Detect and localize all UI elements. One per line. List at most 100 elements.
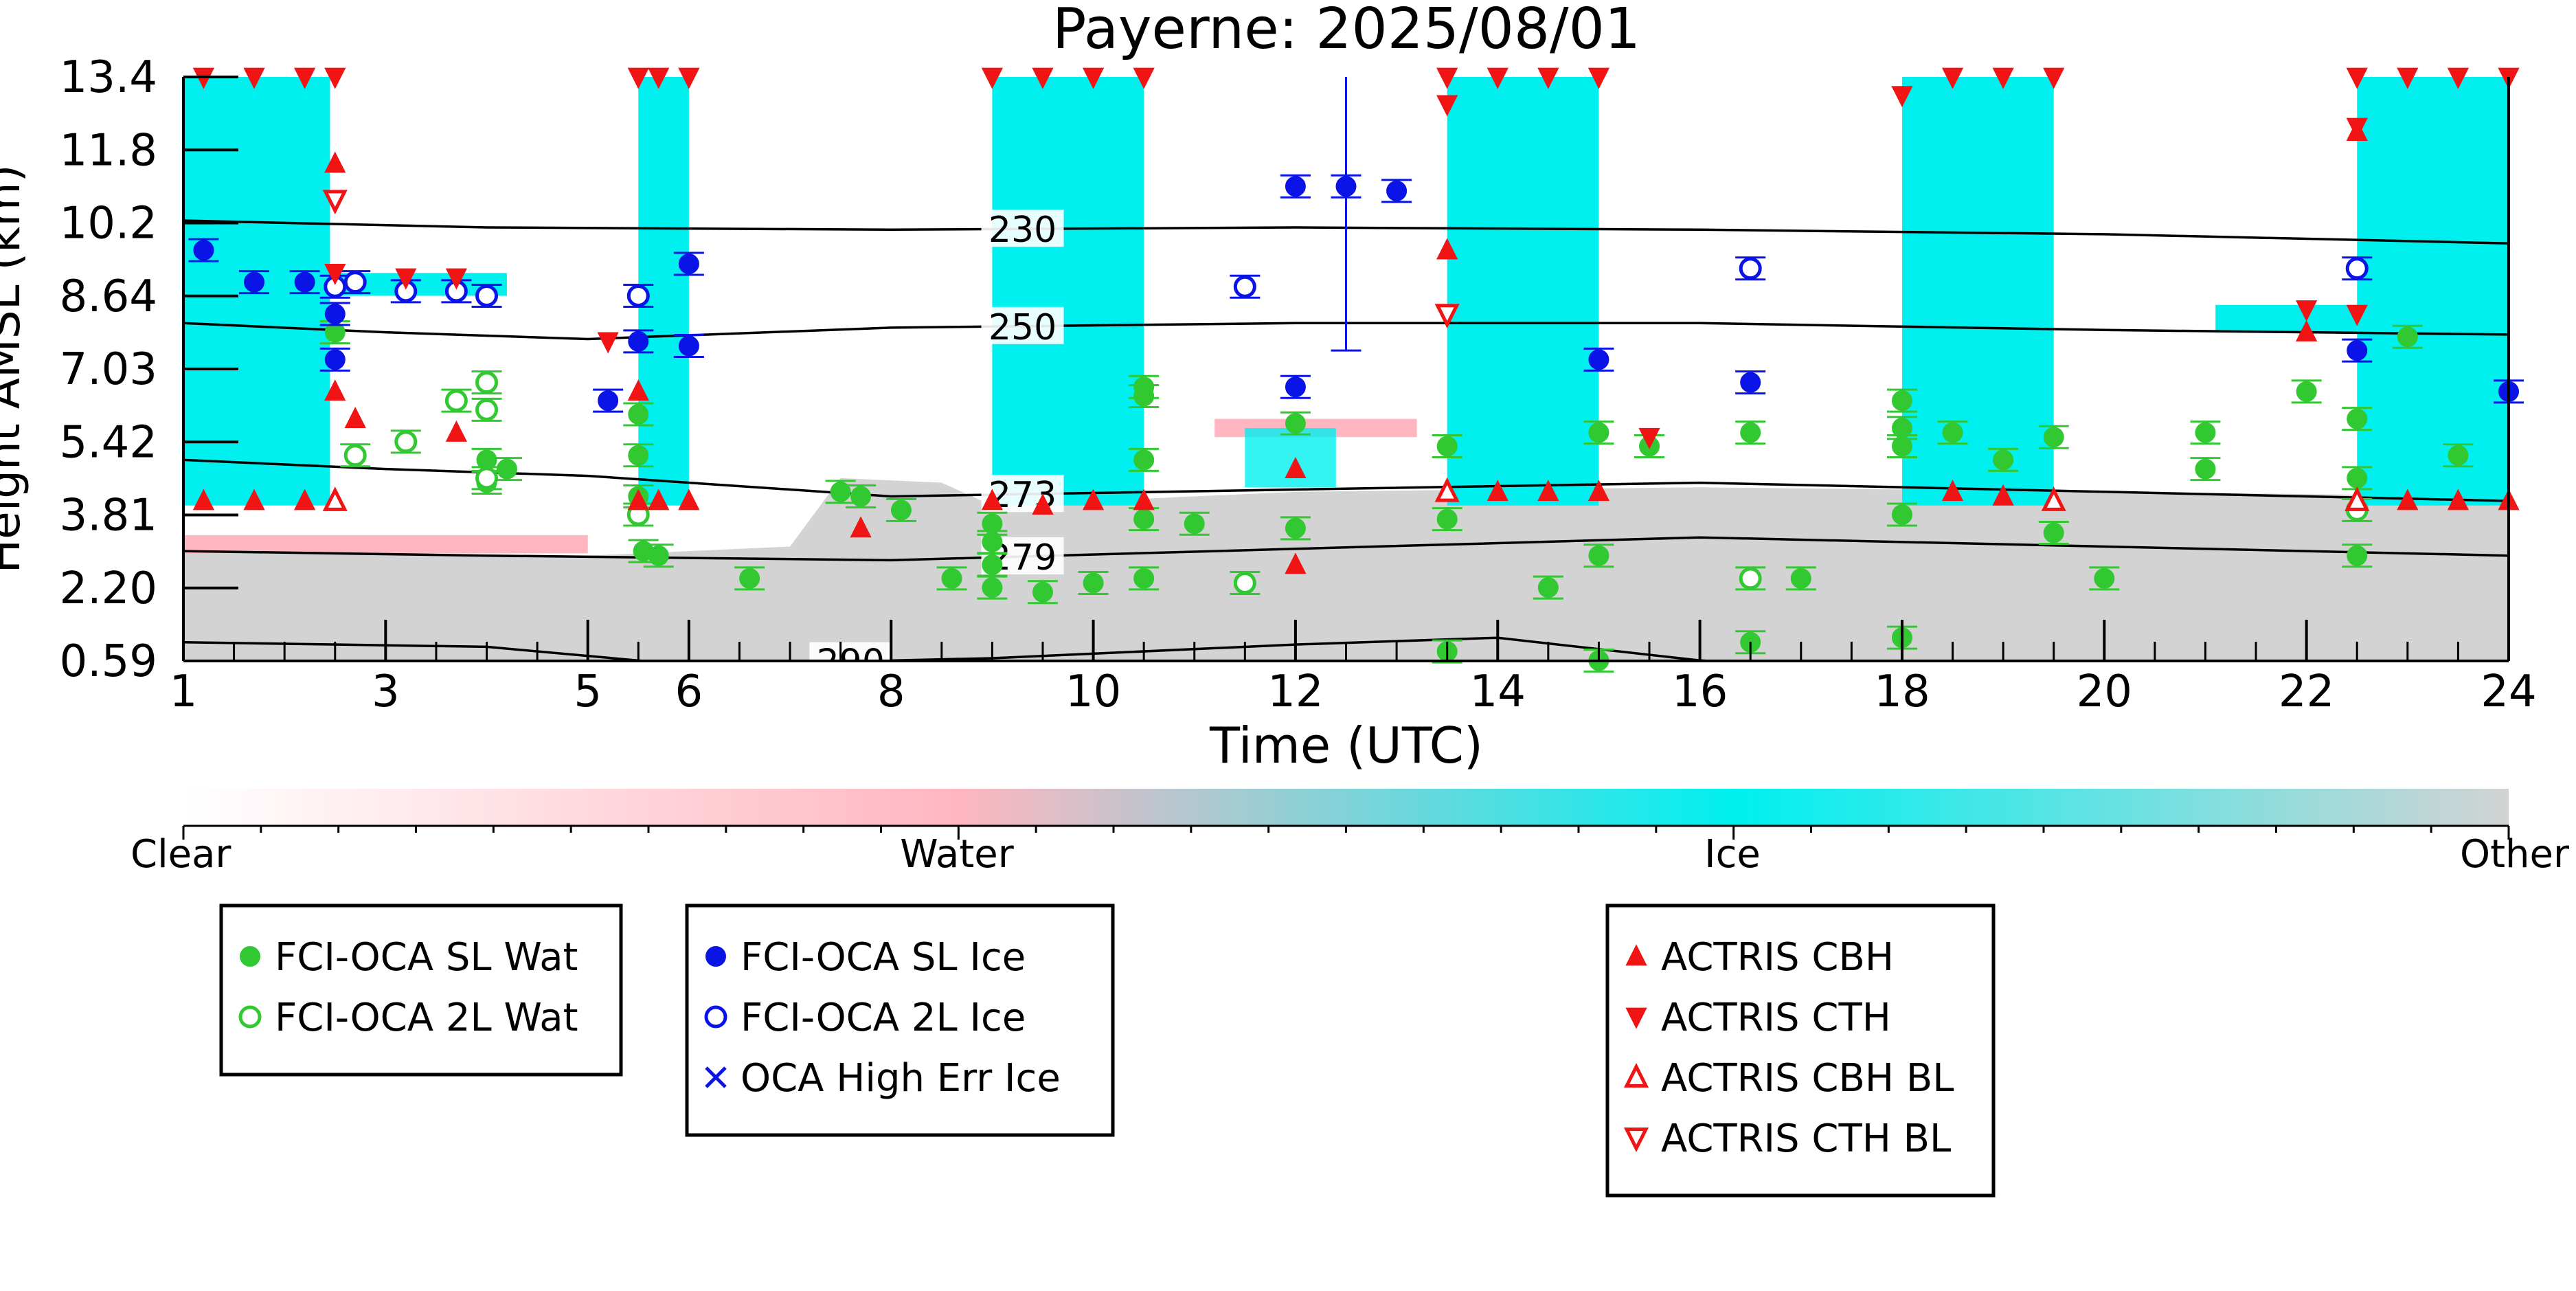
axes: 0.59 2.20 3.81 5.42 7.03 8.64 10.2 11.8 13.4 1 3 5 6… [60, 52, 2537, 717]
data-point [2346, 117, 2368, 139]
data-point [395, 268, 417, 290]
data-point [1386, 180, 1408, 201]
colorbar-ticks [182, 826, 2510, 840]
data-point [244, 271, 265, 293]
legend-label: ACTRIS CBH [1661, 935, 1894, 980]
data-point [1133, 568, 1155, 589]
contour-label-bg [809, 642, 892, 661]
legend-label: ACTRIS CTH BL [1661, 1116, 1951, 1161]
ice-phase-band [1901, 77, 2054, 506]
data-point [293, 67, 316, 89]
data-point [496, 458, 517, 480]
data-point [1992, 484, 2014, 506]
data-point [626, 284, 650, 308]
contour-line [183, 219, 2509, 245]
legend-marker [1623, 1063, 1649, 1088]
data-point [293, 489, 316, 510]
data-point [1992, 67, 2014, 89]
data-point [982, 554, 1003, 575]
legend-marker [1623, 1127, 1649, 1152]
data-point [1588, 480, 1610, 502]
data-point [830, 481, 851, 502]
water-phase-layer [183, 535, 588, 554]
data-point [2195, 422, 2216, 443]
data-point [2347, 408, 2368, 429]
ice-phase-patch [2215, 304, 2358, 333]
data-point [294, 271, 315, 293]
data-point [2296, 319, 2318, 341]
y-tick-label: 10.2 [60, 199, 158, 249]
data-point [628, 330, 649, 352]
data-point [1083, 572, 1104, 594]
data-point [598, 390, 619, 412]
data-point [1638, 427, 1660, 449]
data-point [2397, 67, 2419, 89]
data-point [2397, 489, 2419, 510]
data-point [2347, 467, 2368, 489]
legend-marker [705, 1066, 727, 1088]
data-point [1233, 572, 1256, 595]
colorbar-gradient [183, 789, 2509, 826]
y-tick-label: 13.4 [60, 52, 158, 103]
x-tick-label: 16 [1672, 666, 1728, 717]
legend-label: ACTRIS CTH [1661, 996, 1891, 1040]
data-point [1487, 480, 1509, 502]
marker-x-stroke [705, 1066, 727, 1088]
ice-phase-band [1447, 77, 1599, 506]
contour-label: 250 [988, 307, 1057, 348]
data-point [1588, 67, 1610, 89]
data-point [1285, 377, 1306, 398]
data-point [1133, 449, 1155, 471]
x-tick-label: 24 [2481, 666, 2536, 717]
data-point [1487, 67, 1509, 89]
data-point [2345, 486, 2370, 511]
legend-marker [704, 1005, 727, 1029]
colorbar-label-water: Water [900, 832, 1015, 877]
data-point [1285, 457, 1307, 478]
data-point [343, 444, 367, 467]
data-point [1082, 67, 1105, 89]
data-point [2397, 326, 2418, 348]
data-point [394, 430, 418, 453]
data-point [2043, 67, 2065, 89]
data-point [982, 531, 1003, 552]
data-point [1942, 422, 1963, 443]
contour-line [183, 322, 2509, 341]
data-point [1739, 567, 1762, 590]
data-point [2345, 257, 2369, 280]
contour-label-bg [981, 210, 1064, 247]
data-point [1436, 436, 1458, 457]
phase-colorbar: Clear Water Ice Other [131, 789, 2570, 877]
data-point [890, 499, 912, 521]
y-tick-label: 2.20 [60, 563, 158, 614]
data-point [648, 67, 670, 89]
data-point [1133, 377, 1155, 398]
contour-label: 290 [817, 642, 885, 684]
data-point [324, 151, 346, 173]
data-point [628, 404, 649, 425]
data-point [2346, 67, 2368, 89]
legend-label: FCI-OCA SL Wat [275, 935, 578, 980]
ice-phase-band [2357, 77, 2509, 506]
data-point [678, 335, 699, 357]
x-tick-label: 10 [1065, 666, 1121, 717]
data-point [1285, 413, 1306, 434]
data-point [1184, 513, 1205, 535]
x-tick-label: 12 [1267, 666, 1323, 717]
data-point [1941, 67, 1964, 89]
data-point [2347, 545, 2368, 566]
data-point [1537, 67, 1559, 89]
data-point [1891, 436, 1912, 457]
legend-boxes: FCI-OCA SL Wat FCI-OCA 2L Wat FCI-OCA SL I… [219, 903, 1996, 1198]
data-point [1588, 545, 1609, 566]
legend-marker [1625, 944, 1647, 966]
x-tick-label: 6 [675, 666, 703, 717]
legend-label: FCI-OCA 2L Wat [275, 996, 578, 1040]
legend-label: FCI-OCA SL Ice [741, 935, 1026, 980]
legend-label: OCA High Err Ice [741, 1056, 1061, 1101]
x-tick-label: 8 [877, 666, 905, 717]
legend-box [1605, 903, 1996, 1198]
data-point [2347, 340, 2368, 361]
